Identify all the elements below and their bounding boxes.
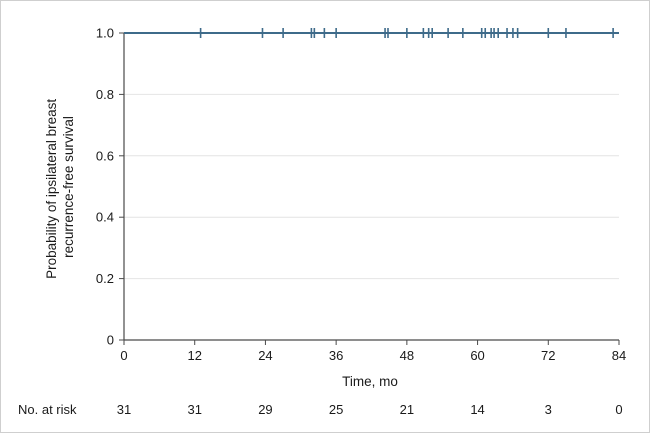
y-tick-label: 0.6 <box>96 148 114 163</box>
y-tick-label: 1.0 <box>96 26 114 41</box>
y-tick-label: 0.8 <box>96 87 114 102</box>
y-tick-label: 0.4 <box>96 210 114 225</box>
survival-curve <box>124 28 619 38</box>
x-tick-label: 60 <box>470 348 484 363</box>
risk-table-label: No. at risk <box>18 402 77 417</box>
x-tick-label: 12 <box>187 348 201 363</box>
x-tick-label: 36 <box>329 348 343 363</box>
risk-count: 31 <box>117 402 131 417</box>
y-axis-title-line-2: recurrence-free survival <box>61 116 76 258</box>
y-tick-label: 0.2 <box>96 271 114 286</box>
x-tick-label: 0 <box>120 348 127 363</box>
y-tick-label: 0 <box>107 333 114 348</box>
x-axis-title: Time, mo <box>342 374 398 389</box>
risk-count: 14 <box>470 402 484 417</box>
x-tick-labels: 0 12 24 36 48 60 72 84 <box>120 340 626 363</box>
x-tick-label: 24 <box>258 348 272 363</box>
risk-table: No. at risk 31 31 29 25 21 14 3 0 <box>18 402 623 417</box>
y-axis-title-line-1: Probability of ipsilateral breast <box>44 99 59 279</box>
grid-lines <box>124 32 619 280</box>
risk-count: 25 <box>329 402 343 417</box>
y-axis-title: Probability of ipsilateral breast recurr… <box>44 95 76 279</box>
risk-count: 0 <box>615 402 622 417</box>
risk-count: 21 <box>400 402 414 417</box>
x-tick-label: 72 <box>541 348 555 363</box>
risk-count: 31 <box>187 402 201 417</box>
y-tick-labels: 0 0.2 0.4 0.6 0.8 1.0 <box>96 26 124 348</box>
x-tick-label: 48 <box>400 348 414 363</box>
axes <box>123 33 619 341</box>
x-tick-label: 84 <box>612 348 626 363</box>
risk-count: 3 <box>545 402 552 417</box>
risk-count: 29 <box>258 402 272 417</box>
